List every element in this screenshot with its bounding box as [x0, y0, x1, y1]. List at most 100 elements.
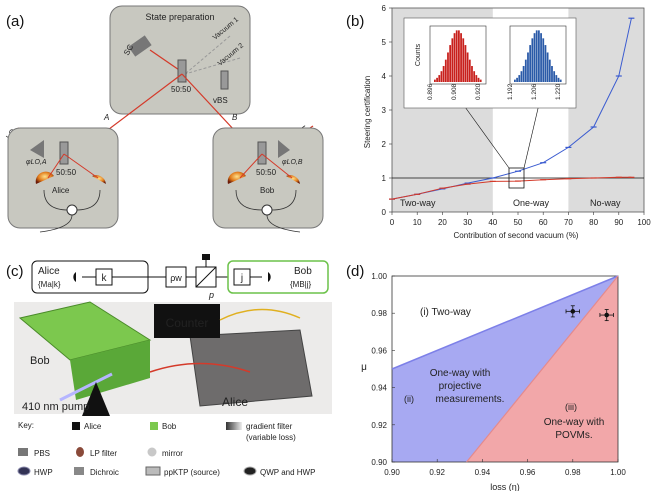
- d-y-tick-label: 0.94: [371, 384, 387, 393]
- histogram-bar: [553, 71, 556, 82]
- b-data-points: [389, 17, 635, 200]
- bob-render-label: Bob: [30, 355, 50, 367]
- key-bob-swatch: [150, 422, 158, 430]
- histogram-bar: [436, 77, 438, 82]
- histogram-bar: [524, 59, 527, 82]
- bob-wire-1: [235, 189, 263, 211]
- key-mirror: mirror: [162, 449, 183, 458]
- b-y-tick-label: 3: [382, 106, 387, 115]
- p-block-icon: [202, 254, 210, 260]
- histogram-bar: [518, 75, 521, 82]
- panel-label-b: (b): [346, 13, 364, 30]
- label-projective-1: One-way with: [430, 368, 491, 379]
- alice-wire-1: [43, 189, 69, 211]
- cable-yellow: [219, 308, 301, 321]
- alice-beam-1: [47, 153, 65, 179]
- b-x-tick-label: 20: [438, 218, 447, 227]
- histogram-bar: [535, 30, 538, 82]
- d-x-tick-label: 0.90: [384, 468, 400, 477]
- histogram-bar: [455, 30, 458, 82]
- b-x-tick-label: 90: [614, 218, 623, 227]
- b-x-tick-label: 80: [589, 218, 598, 227]
- histogram-bar: [442, 66, 445, 82]
- key-dichroic: Dichroic: [90, 468, 119, 477]
- inset-tick-label: 0.908: [451, 83, 458, 100]
- histogram-bar: [546, 52, 549, 82]
- bs-center-label: 50:50: [171, 85, 192, 94]
- key-ppktp: ppKTP (source): [164, 468, 220, 477]
- label-ii: (ii): [404, 394, 414, 404]
- d-x-tick-label: 0.92: [429, 468, 445, 477]
- b-y-tick-label: 4: [382, 72, 387, 81]
- inset-tick-label: 1.206: [531, 83, 538, 100]
- b-x-tick-label: 60: [539, 218, 548, 227]
- d-y-tick-label: 0.98: [371, 309, 387, 318]
- histogram-bar: [466, 52, 469, 82]
- key-gradient-2: (variable loss): [246, 433, 296, 442]
- b-y-tick-label: 5: [382, 38, 387, 47]
- histogram-bar: [555, 75, 558, 82]
- histogram-bar: [529, 45, 532, 82]
- histogram-bar: [514, 79, 516, 82]
- histogram-bar: [447, 52, 449, 82]
- d-y-tick-label: 0.90: [371, 458, 387, 467]
- b-y-tick-label: 2: [382, 140, 387, 149]
- label-povm-2: POVMs.: [555, 430, 592, 441]
- pump-cone: [82, 382, 110, 416]
- bob-schematic-label: Bob: [294, 266, 312, 277]
- inset-tick-label: 0.920: [475, 83, 482, 100]
- label-no-way: No-way: [590, 198, 621, 208]
- b-x-tick-label: 100: [637, 218, 651, 227]
- bob-beam-2: [261, 153, 293, 179]
- key-pbs: PBS: [34, 449, 50, 458]
- histogram-bar: [473, 71, 476, 82]
- bob-wire-2: [271, 189, 297, 211]
- d-x-tick-label: 0.94: [475, 468, 491, 477]
- alice-label: Alice: [52, 186, 70, 195]
- histogram-bar: [527, 52, 529, 82]
- d-y-tick-label: 1.00: [371, 272, 387, 281]
- label-two-way: Two-way: [400, 198, 436, 208]
- squeezer-source: [128, 35, 152, 57]
- pump-label: 410 nm pump: [22, 401, 89, 413]
- panel-label-c: (c): [6, 263, 24, 280]
- key-alice-swatch: [72, 422, 80, 430]
- state-preparation-title: State preparation: [145, 12, 214, 22]
- bob-detector-icon: [268, 272, 271, 282]
- bob-detector-left: [227, 171, 246, 184]
- counter-box: [154, 304, 220, 338]
- p-diagonal: [195, 266, 217, 288]
- region-one-way-projective: [392, 276, 618, 462]
- d-axis-ticks: 0.90 0.92 0.94 0.96 0.98 1.00 0.90 0.92 0.94 0.96…: [371, 272, 626, 477]
- histogram-bar: [557, 77, 560, 82]
- histogram-bar: [538, 30, 540, 82]
- alice-detector-right: [92, 175, 106, 184]
- alice-subtractor-icon: [66, 204, 78, 216]
- d-x-tick-label: 0.96: [520, 468, 536, 477]
- histogram-red: [434, 30, 482, 82]
- counter-label: Counter: [166, 316, 209, 330]
- panel-a: (a) State preparation SC Vacuum 1 Vacuum…: [4, 5, 324, 233]
- d-x-tick-label: 1.00: [610, 468, 626, 477]
- bob-label: Bob: [260, 186, 275, 195]
- key-mirror-icon: [147, 447, 157, 457]
- alice-detector-left: [35, 171, 54, 184]
- histogram-bar: [540, 33, 542, 82]
- histogram-bar: [468, 59, 471, 82]
- histogram-bar: [449, 45, 452, 82]
- histogram-bar: [471, 66, 473, 82]
- laser-beam: [149, 362, 251, 373]
- bob-beam-splitter: [257, 141, 267, 165]
- key-bob: Bob: [162, 422, 177, 431]
- panel-c: (c) Alice {Ma|k} k ρw p j Bob {MB|j} Cou…: [6, 254, 332, 477]
- histogram-bar: [477, 77, 480, 82]
- vacuum2-path: [184, 57, 241, 75]
- bob-subtractor-icon: [261, 204, 273, 216]
- alice-render-label: Alice: [222, 395, 248, 409]
- b-y-tick-label: 1: [382, 174, 387, 183]
- b-x-tick-label: 10: [413, 218, 422, 227]
- b-x-tick-label: 50: [514, 218, 523, 227]
- d-y-axis-label: μ: [361, 362, 367, 373]
- histogram-bar: [533, 33, 536, 82]
- key-pbs-icon: [18, 448, 28, 456]
